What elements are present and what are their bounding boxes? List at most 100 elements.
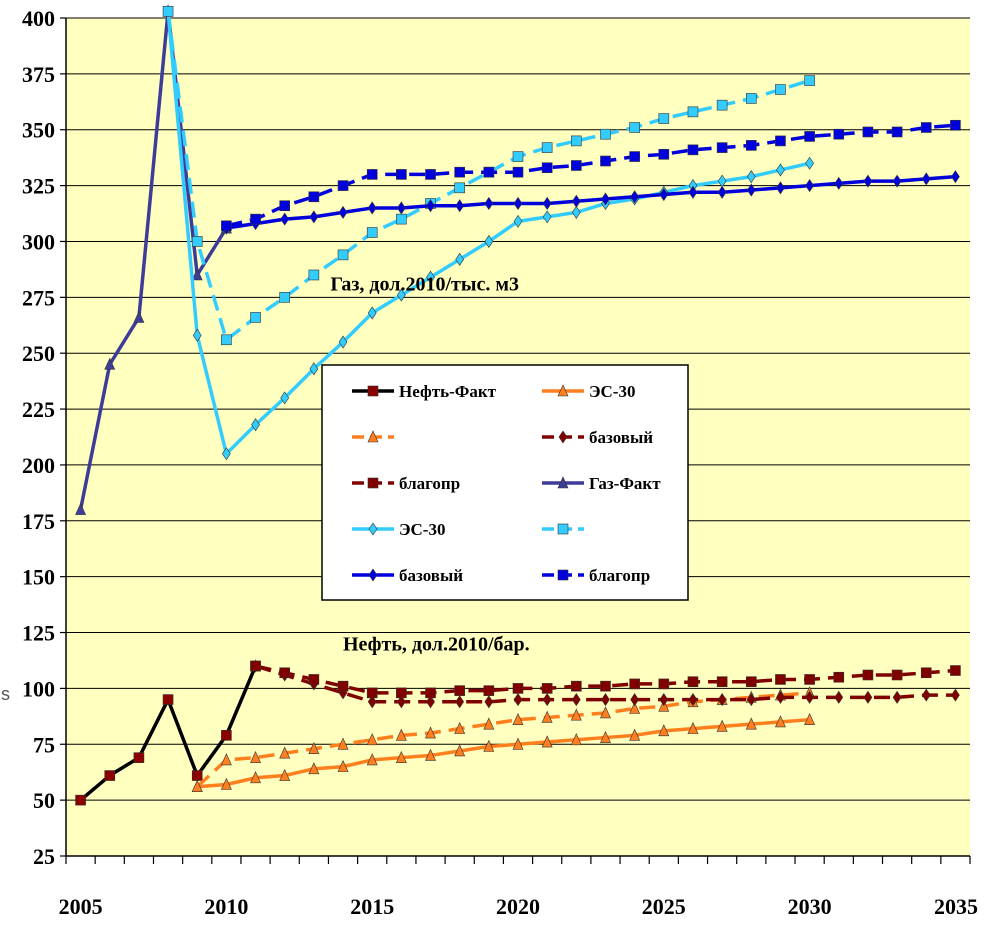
square-marker bbox=[600, 128, 611, 140]
square-marker bbox=[658, 113, 670, 124]
square-marker bbox=[804, 674, 815, 685]
diamond-marker bbox=[455, 199, 465, 213]
series-5 bbox=[250, 660, 961, 699]
diamond-marker bbox=[601, 192, 610, 206]
square-marker bbox=[75, 794, 86, 806]
x-tick-label-2015: 2015 bbox=[350, 894, 394, 919]
square-marker bbox=[454, 182, 465, 194]
triangle-marker bbox=[104, 357, 116, 370]
triangle-marker bbox=[308, 762, 320, 775]
series-4 bbox=[251, 659, 960, 709]
square-marker bbox=[104, 770, 116, 781]
square-marker bbox=[716, 676, 728, 687]
square-marker bbox=[337, 180, 349, 191]
legend-box bbox=[321, 364, 689, 601]
diamond-marker bbox=[688, 693, 698, 707]
square-marker bbox=[716, 99, 728, 111]
triangle-marker bbox=[716, 719, 728, 732]
diamond-marker bbox=[192, 328, 202, 342]
triangle-marker bbox=[687, 721, 699, 734]
diamond-marker bbox=[834, 176, 844, 190]
diamond-marker bbox=[571, 693, 581, 707]
triangle-marker bbox=[570, 733, 582, 746]
diamond-marker bbox=[309, 210, 319, 224]
square-marker bbox=[425, 687, 436, 699]
y-tick-label-275: 275 bbox=[22, 285, 55, 310]
triangle-marker bbox=[191, 268, 203, 281]
triangle-marker bbox=[279, 746, 291, 759]
diamond-marker bbox=[280, 212, 290, 226]
legend-item-3 bbox=[352, 430, 394, 443]
y-tick-label-375: 375 bbox=[22, 62, 55, 87]
triangle-marker bbox=[191, 780, 203, 793]
triangle-marker bbox=[512, 737, 524, 750]
legend-label: благопр bbox=[399, 474, 460, 493]
series-line bbox=[78, 9, 228, 510]
diamond-marker bbox=[396, 695, 406, 709]
diamond-marker bbox=[338, 335, 348, 349]
diamond-marker bbox=[659, 693, 669, 707]
x-tick-label-2020: 2020 bbox=[496, 894, 540, 919]
diamond-marker bbox=[542, 196, 552, 211]
triangle-marker bbox=[337, 759, 349, 772]
square-marker bbox=[775, 135, 786, 147]
diamond-marker bbox=[746, 170, 756, 184]
diamond-marker bbox=[542, 693, 552, 707]
triangle-marker bbox=[133, 310, 145, 323]
square-marker bbox=[950, 119, 961, 131]
y-tick-label-300: 300 bbox=[22, 229, 55, 254]
legend-label: Нефть-Факт bbox=[399, 382, 497, 401]
series-line bbox=[196, 691, 810, 789]
square-marker bbox=[600, 680, 611, 692]
series-line bbox=[226, 174, 956, 230]
triangle-marker bbox=[366, 753, 378, 766]
x-tick-label-2025: 2025 bbox=[642, 894, 686, 919]
square-marker bbox=[775, 674, 786, 685]
square-marker bbox=[775, 84, 786, 95]
triangle-marker bbox=[541, 710, 553, 723]
axes bbox=[60, 17, 971, 864]
square-marker bbox=[629, 122, 640, 133]
triangle-marker bbox=[279, 768, 291, 781]
triangle-marker bbox=[75, 502, 87, 515]
legend-label: ЭС-30 bbox=[589, 382, 635, 401]
square-marker bbox=[687, 144, 699, 156]
square-marker bbox=[920, 667, 932, 679]
diamond-marker bbox=[776, 163, 785, 177]
square-marker bbox=[221, 730, 232, 741]
square-marker bbox=[862, 126, 874, 138]
y-tick-label-175: 175 bbox=[22, 509, 55, 534]
square-marker bbox=[716, 142, 728, 153]
series-1 bbox=[75, 660, 261, 806]
triangle-marker bbox=[425, 726, 436, 739]
square-marker bbox=[920, 122, 932, 133]
triangle-marker bbox=[557, 476, 569, 489]
x-tick-label-2030: 2030 bbox=[788, 894, 832, 919]
x-axis-tick-labels: 2005 2010 2015 2020 2025 2030 2035 bbox=[59, 894, 978, 919]
square-marker bbox=[162, 5, 174, 17]
y-axis-tick-labels: 25 50 75 100 125 150 175 200 225 250 275 300 325 350 3… bbox=[22, 6, 55, 869]
diamond-marker bbox=[484, 196, 494, 211]
diamond-marker bbox=[601, 693, 610, 707]
diamond-marker bbox=[426, 695, 435, 709]
diamond-marker bbox=[805, 156, 814, 170]
x-tick-label-2035: 2035 bbox=[934, 894, 978, 919]
triangle-marker bbox=[250, 750, 262, 763]
y-tick-label-250: 250 bbox=[22, 341, 55, 366]
y-tick-label-125: 125 bbox=[22, 621, 55, 646]
diamond-marker bbox=[426, 199, 435, 213]
diamond-marker bbox=[251, 418, 260, 432]
legend-item-1: Нефть-Факт bbox=[352, 382, 497, 401]
triangle-marker bbox=[541, 735, 553, 748]
square-marker bbox=[557, 523, 569, 535]
square-marker bbox=[425, 169, 436, 180]
square-marker bbox=[162, 694, 174, 705]
diamond-marker bbox=[834, 690, 844, 704]
square-marker bbox=[308, 674, 320, 685]
square-marker bbox=[804, 75, 815, 86]
triangle-marker bbox=[425, 748, 436, 761]
diamond-marker bbox=[630, 693, 640, 707]
square-marker bbox=[133, 752, 145, 763]
square-marker bbox=[571, 135, 582, 147]
